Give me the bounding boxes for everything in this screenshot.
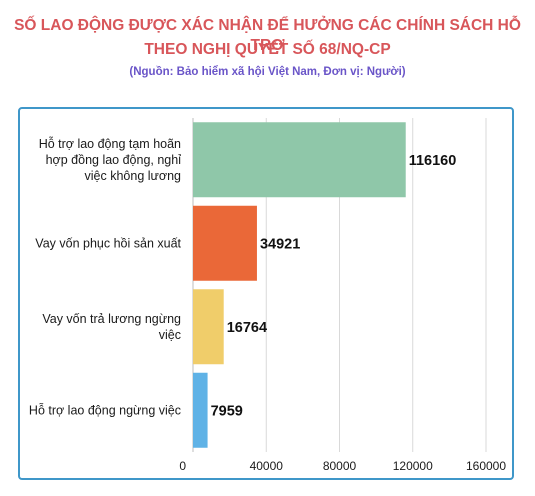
x-tick-label: 0 (179, 459, 186, 473)
bar (193, 372, 208, 448)
category-label: Hỗ trợ lao động ngừng việc (29, 402, 181, 417)
data-label: 16764 (227, 320, 267, 336)
x-tick-label: 160000 (466, 459, 506, 473)
bar (193, 205, 257, 281)
chart-title-line-2: THEO NGHỊ QUYẾT SỐ 68/NQ-CP (144, 41, 391, 58)
bar (193, 122, 406, 198)
x-tick-label: 40000 (250, 459, 284, 473)
chart-subtitle: (Nguồn: Bảo hiểm xã hội Việt Nam, Đơn vị… (129, 66, 406, 78)
data-label: 7959 (211, 403, 243, 419)
bar (193, 289, 224, 365)
category-label: Vay vốn phục hồi sản xuất (35, 236, 181, 250)
chart-title-line-1: SỐ LAO ĐỘNG ĐƯỢC XÁC NHẬN ĐỂ HƯỞNG CÁC C… (14, 17, 521, 54)
data-label: 34921 (260, 236, 300, 252)
category-label: Hỗ trợ lao động tạm hoãn hợp đồng lao độn… (39, 136, 182, 183)
x-tick-label: 80000 (323, 459, 357, 473)
x-tick-label: 120000 (393, 459, 433, 473)
category-label: Vay vốn trả lương ngừng việc (42, 312, 181, 342)
data-label: 116160 (409, 153, 457, 169)
